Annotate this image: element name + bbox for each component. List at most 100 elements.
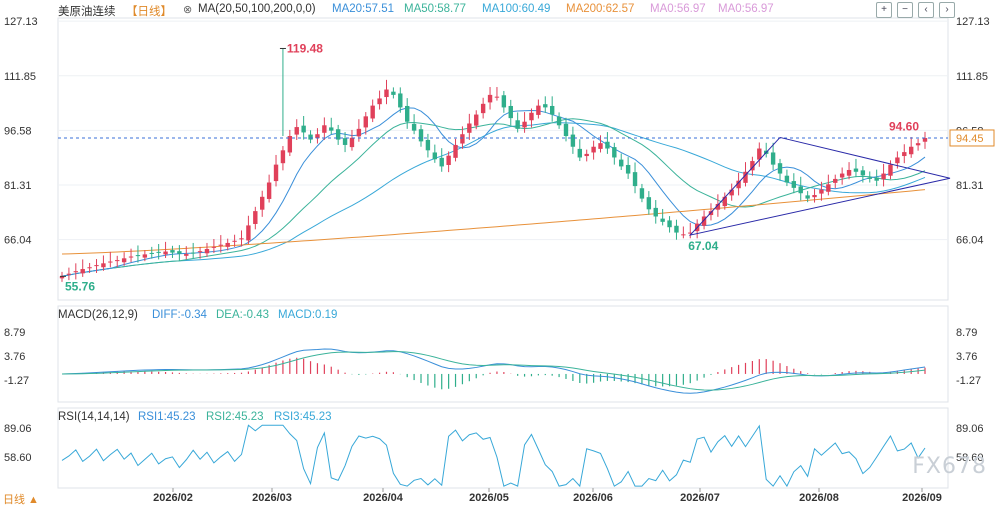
candle-body — [232, 240, 237, 242]
candle-body — [750, 161, 755, 171]
rsi-y-tick-right: 58.60 — [956, 452, 984, 464]
candle-body — [867, 177, 872, 179]
candle-body — [418, 129, 424, 142]
candle-body — [743, 171, 748, 183]
ma50-line — [61, 118, 926, 277]
candle-body — [874, 177, 879, 181]
candle-body — [881, 173, 886, 180]
macd-diff: DIFF:-0.34 — [152, 309, 207, 321]
main-panel-frame — [57, 17, 949, 301]
ma50-value: MA50:58.77 — [404, 3, 467, 15]
candle-body — [846, 169, 852, 176]
forward-button[interactable]: › — [939, 2, 955, 18]
candle-body — [639, 188, 645, 199]
back-button[interactable]: ‹ — [918, 2, 934, 18]
candle-body — [405, 105, 410, 122]
candle-body — [508, 105, 513, 119]
candle-body — [149, 252, 154, 254]
candle-body — [791, 181, 797, 188]
candle-body — [411, 123, 417, 131]
candle-body — [342, 138, 348, 145]
ma200-value: MA200:62.57 — [566, 3, 635, 15]
candle-body — [688, 232, 693, 234]
candle-body — [736, 180, 741, 189]
candle-body — [115, 260, 120, 262]
annotation-low: 55.76 — [65, 279, 95, 293]
candle-body — [335, 129, 341, 140]
candle-body — [253, 211, 258, 224]
rsi-y-tick: 58.60 — [4, 452, 32, 464]
macd-panel-frame — [57, 305, 949, 403]
period-switch[interactable]: 日线 ▲ — [3, 494, 39, 506]
candle-body — [908, 146, 914, 155]
candle-body — [384, 89, 389, 98]
candle-body — [121, 258, 127, 263]
y-tick-right: 81.31 — [956, 180, 984, 192]
candle-body — [453, 144, 458, 158]
candle-body — [480, 103, 486, 114]
y-tick-left: 66.04 — [4, 235, 32, 247]
y-tick-right: 127.13 — [956, 16, 990, 28]
candle-body — [474, 114, 479, 126]
period-label[interactable]: 【日线】 — [126, 6, 172, 18]
candle-body — [577, 148, 582, 158]
x-tick-label: 2026/06 — [573, 492, 613, 504]
y-tick-right: 66.04 — [956, 235, 984, 247]
candle-body — [439, 157, 444, 167]
macd-histogram — [68, 357, 926, 390]
macd-dea-line — [61, 351, 926, 391]
annotation-swing-low: 67.04 — [688, 239, 718, 253]
candle-body — [549, 105, 555, 115]
candle-body — [895, 157, 900, 164]
candle-body — [467, 123, 472, 133]
macd-value: MACD:0.19 — [278, 309, 338, 321]
candle-body — [218, 244, 223, 246]
candle-body — [805, 195, 810, 199]
macd-y-tick-right: 3.76 — [956, 351, 977, 363]
macd-y-tick: 3.76 — [4, 351, 25, 363]
y-tick-right: 111.85 — [956, 71, 988, 83]
candle-body — [163, 251, 168, 255]
candle-body — [612, 147, 617, 158]
candle-body — [301, 125, 306, 133]
triangle-pattern — [688, 136, 951, 236]
candle-body — [246, 225, 251, 241]
candle-body — [556, 116, 562, 126]
watermark: FX678 — [912, 454, 987, 479]
add-button[interactable]: + — [876, 2, 892, 18]
rsi3-value: RSI3:45.23 — [274, 411, 332, 423]
candle-body — [494, 96, 500, 98]
y-tick-left: 96.58 — [4, 125, 32, 137]
candle-body — [59, 276, 65, 279]
candle-body — [356, 128, 362, 137]
candle-body — [377, 98, 382, 105]
macd-dea: DEA:-0.43 — [216, 309, 270, 321]
candle-body — [853, 168, 859, 172]
ma200-line — [61, 189, 926, 255]
rsi2-value: RSI2:45.23 — [206, 411, 264, 423]
x-tick-label: 2026/05 — [469, 492, 509, 504]
candle-body — [322, 125, 327, 133]
y-tick-left: 81.31 — [4, 180, 32, 192]
candle-body — [432, 152, 438, 160]
candle-body — [798, 186, 803, 194]
candle-body — [570, 134, 576, 147]
remove-button[interactable]: − — [897, 2, 913, 18]
candle-body — [460, 134, 465, 144]
candle-body — [833, 178, 838, 183]
x-tick-label: 2026/03 — [252, 492, 292, 504]
candle-body — [487, 94, 493, 103]
candle-body — [674, 225, 679, 233]
macd-label: MACD(26,12,9) — [58, 309, 138, 321]
candle-body — [184, 254, 189, 256]
macd-y-tick: -1.27 — [4, 375, 29, 387]
settings-icon[interactable]: ⊗ — [183, 4, 193, 16]
x-tick-label: 2026/04 — [363, 492, 404, 504]
candle-body — [425, 139, 431, 151]
candle-body — [722, 196, 727, 207]
candle-body — [142, 254, 148, 258]
candle-body — [536, 105, 541, 115]
rsi-y-tick-right: 89.06 — [956, 423, 984, 435]
rsi-label: RSI(14,14,14) — [58, 411, 130, 423]
macd-y-tick-right: 8.79 — [956, 327, 977, 339]
